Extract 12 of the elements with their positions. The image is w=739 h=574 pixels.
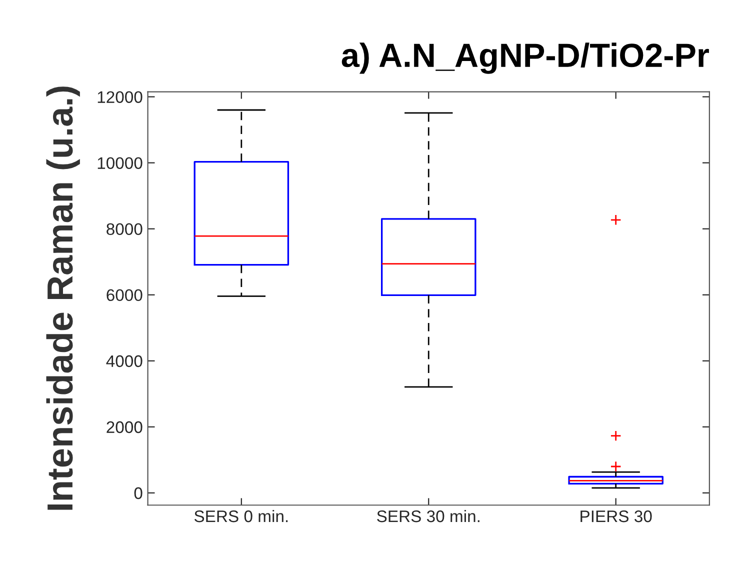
chart-title: a) A.N_AgNP-D/TiO2-Pr bbox=[342, 42, 709, 74]
y-tick-label: 10000 bbox=[98, 157, 142, 170]
x-tick-label: SERS 30 min. bbox=[377, 510, 480, 522]
y-tick-label: 2000 bbox=[106, 421, 142, 434]
y-tick-label: 6000 bbox=[106, 289, 142, 302]
y-tick-label: 0 bbox=[134, 487, 142, 500]
y-tick-label: 12000 bbox=[98, 91, 142, 103]
x-tick-label: PIERS 30 bbox=[580, 510, 652, 522]
y-tick-label: 8000 bbox=[106, 223, 142, 236]
y-tick-label: 4000 bbox=[106, 355, 142, 368]
y-axis-title: Intensidade Raman (u.a.) bbox=[46, 86, 80, 510]
x-tick-label: SERS 0 min. bbox=[194, 510, 288, 522]
